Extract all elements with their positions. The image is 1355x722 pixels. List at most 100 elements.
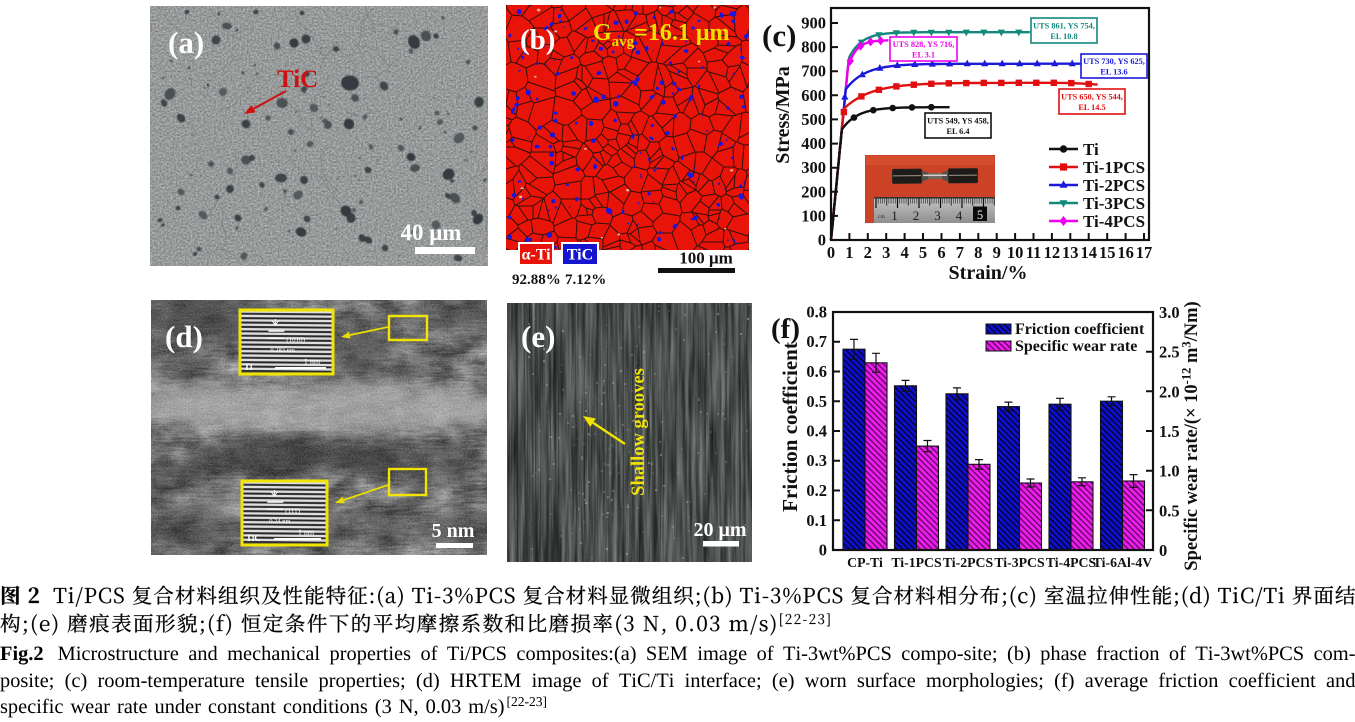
svg-text:TiC: TiC — [567, 247, 593, 264]
svg-text:Ti: Ti — [244, 362, 253, 372]
svg-text:7.12%: 7.12% — [565, 272, 606, 288]
svg-text:400: 400 — [801, 134, 826, 153]
svg-text:16: 16 — [1117, 243, 1134, 262]
svg-text:2.0: 2.0 — [1159, 382, 1180, 401]
svg-text:Ti-1PCS: Ti-1PCS — [891, 555, 942, 570]
svg-text:5: 5 — [977, 208, 983, 222]
svg-text:1: 1 — [845, 243, 853, 262]
svg-text:0.4: 0.4 — [806, 422, 827, 441]
svg-text:TiC: TiC — [277, 66, 318, 93]
svg-text:4: 4 — [900, 243, 908, 262]
svg-text:EL 10.8: EL 10.8 — [1050, 32, 1077, 41]
svg-text:Friction coefficient: Friction coefficient — [778, 342, 802, 512]
svg-text:Ti-3PCS: Ti-3PCS — [994, 555, 1045, 570]
svg-text:0.8: 0.8 — [806, 303, 827, 322]
svg-text:0: 0 — [827, 243, 835, 262]
svg-text:0: 0 — [818, 231, 826, 250]
svg-text:0.5: 0.5 — [1159, 501, 1180, 520]
svg-text:17: 17 — [1136, 243, 1153, 262]
svg-text:2: 2 — [864, 243, 872, 262]
svg-text:100: 100 — [801, 206, 826, 225]
svg-text:40 μm: 40 μm — [401, 220, 462, 245]
svg-text:12: 12 — [1044, 243, 1061, 262]
svg-text:EL 3.1: EL 3.1 — [912, 51, 935, 60]
svg-text:0.3: 0.3 — [806, 451, 827, 470]
svg-text:200: 200 — [801, 182, 826, 201]
svg-text:13: 13 — [1062, 243, 1079, 262]
svg-text:0.6: 0.6 — [806, 362, 827, 381]
svg-text:900: 900 — [801, 14, 826, 33]
svg-text:6: 6 — [937, 243, 945, 262]
svg-text:Ti-4PCS: Ti-4PCS — [1083, 212, 1145, 231]
svg-text:0.24 nm: 0.24 nm — [269, 518, 290, 525]
svg-text:0.1: 0.1 — [806, 511, 827, 530]
svg-text:EL 6.4: EL 6.4 — [946, 127, 969, 136]
svg-text:14: 14 — [1080, 243, 1097, 262]
svg-text:TiC: TiC — [246, 533, 261, 543]
svg-text:Friction coefficient: Friction coefficient — [1015, 321, 1145, 338]
svg-text:20 μm: 20 μm — [694, 519, 747, 541]
svg-text:UTS 861, YS 754,: UTS 861, YS 754, — [1033, 22, 1095, 31]
svg-text:Specific wear rate/(× 10-12 m3: Specific wear rate/(× 10-12 m3/Nm) — [1180, 301, 1203, 570]
svg-text:4: 4 — [956, 208, 963, 223]
svg-text:0.7: 0.7 — [806, 332, 827, 351]
svg-text:5: 5 — [919, 243, 927, 262]
svg-text:Ti-1PCS: Ti-1PCS — [1083, 158, 1145, 177]
svg-text:5 nm: 5 nm — [432, 520, 475, 542]
svg-text:300: 300 — [801, 158, 826, 177]
svg-text:3: 3 — [882, 243, 890, 262]
svg-text:1.0: 1.0 — [1159, 462, 1180, 481]
svg-text:(b): (b) — [520, 24, 555, 56]
svg-text:Specific wear rate: Specific wear rate — [1015, 338, 1137, 355]
svg-text:Strain/%: Strain/% — [949, 262, 1028, 284]
svg-text:Shallow grooves: Shallow grooves — [629, 368, 649, 496]
svg-text:α-Ti: α-Ti — [521, 247, 551, 264]
svg-text:3: 3 — [934, 208, 941, 223]
svg-text:700: 700 — [801, 62, 826, 81]
svg-text:11: 11 — [1026, 243, 1042, 262]
svg-text:600: 600 — [801, 86, 826, 105]
svg-text:500: 500 — [801, 110, 826, 129]
svg-text:(111): (111) — [285, 507, 300, 515]
svg-text:0.283 nm: 0.283 nm — [270, 347, 295, 354]
svg-text:1 nm: 1 nm — [304, 357, 321, 366]
svg-text:3.0: 3.0 — [1159, 303, 1180, 322]
svg-text:15: 15 — [1099, 243, 1116, 262]
svg-text:9: 9 — [993, 243, 1001, 262]
svg-text:Ti-4PCS: Ti-4PCS — [1046, 555, 1097, 570]
svg-text:Ti-3PCS: Ti-3PCS — [1083, 194, 1145, 213]
svg-text:92.88%: 92.88% — [512, 272, 561, 288]
svg-text:UTS 549, YS 458,: UTS 549, YS 458, — [927, 117, 989, 126]
svg-text:1.5: 1.5 — [1159, 422, 1180, 441]
svg-text:Ti-6Al-4V: Ti-6Al-4V — [1093, 555, 1153, 570]
svg-text:7: 7 — [956, 243, 964, 262]
svg-text:Ti-2PCS: Ti-2PCS — [943, 555, 994, 570]
svg-text:CP-Ti: CP-Ti — [847, 555, 883, 570]
svg-text:UTS 650, YS 544,: UTS 650, YS 544, — [1061, 93, 1123, 102]
svg-text:2: 2 — [913, 208, 920, 223]
svg-text:cm: cm — [878, 214, 885, 220]
svg-text:(e): (e) — [521, 319, 555, 354]
svg-text:8: 8 — [974, 243, 982, 262]
svg-text:800: 800 — [801, 38, 826, 57]
svg-text:Ti: Ti — [1083, 140, 1099, 159]
svg-text:2.5: 2.5 — [1159, 343, 1180, 362]
svg-text:(c): (c) — [762, 18, 796, 53]
svg-text:0: 0 — [819, 541, 827, 560]
svg-text:(d): (d) — [165, 319, 203, 354]
svg-text:Gavg=16.1 μm: Gavg=16.1 μm — [593, 20, 729, 50]
svg-text:0.5: 0.5 — [806, 392, 827, 411]
svg-text:0.2: 0.2 — [806, 481, 827, 500]
svg-text:EL 14.5: EL 14.5 — [1078, 103, 1105, 112]
svg-text:(a): (a) — [168, 25, 204, 60]
svg-text:10: 10 — [1007, 243, 1024, 262]
svg-text:EL 13.6: EL 13.6 — [1100, 68, 1127, 77]
svg-text:UTS 730, YS 625,: UTS 730, YS 625, — [1083, 57, 1145, 66]
svg-text:Stress/MPa: Stress/MPa — [772, 66, 794, 163]
svg-text:100 μm: 100 μm — [679, 249, 733, 268]
svg-text:Ti-2PCS: Ti-2PCS — [1083, 176, 1145, 195]
svg-text:(1010): (1010) — [286, 336, 305, 344]
svg-text:0: 0 — [1159, 541, 1167, 560]
svg-text:UTS 828, YS 716,: UTS 828, YS 716, — [893, 40, 955, 49]
svg-text:1 nm: 1 nm — [298, 528, 315, 537]
